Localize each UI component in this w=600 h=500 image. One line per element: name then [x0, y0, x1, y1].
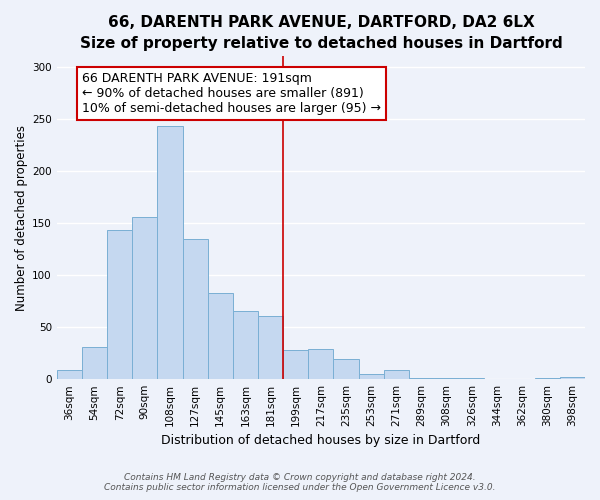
Bar	[409, 378, 434, 379]
X-axis label: Distribution of detached houses by size in Dartford: Distribution of detached houses by size …	[161, 434, 481, 448]
Bar	[132, 216, 157, 379]
Bar	[182, 238, 208, 379]
Title: 66, DARENTH PARK AVENUE, DARTFORD, DA2 6LX
Size of property relative to detached: 66, DARENTH PARK AVENUE, DARTFORD, DA2 6…	[80, 15, 562, 51]
Bar	[157, 126, 182, 379]
Bar	[535, 378, 560, 379]
Bar	[359, 374, 384, 379]
Y-axis label: Number of detached properties: Number of detached properties	[15, 125, 28, 311]
Bar	[384, 370, 409, 379]
Bar	[233, 312, 258, 379]
Text: Contains HM Land Registry data © Crown copyright and database right 2024.
Contai: Contains HM Land Registry data © Crown c…	[104, 473, 496, 492]
Bar	[258, 316, 283, 379]
Bar	[459, 378, 484, 379]
Bar	[308, 349, 334, 379]
Bar	[283, 350, 308, 379]
Bar	[334, 360, 359, 379]
Text: 66 DARENTH PARK AVENUE: 191sqm
← 90% of detached houses are smaller (891)
10% of: 66 DARENTH PARK AVENUE: 191sqm ← 90% of …	[82, 72, 381, 115]
Bar	[208, 292, 233, 379]
Bar	[82, 347, 107, 379]
Bar	[107, 230, 132, 379]
Bar	[434, 378, 459, 379]
Bar	[57, 370, 82, 379]
Bar	[560, 377, 585, 379]
